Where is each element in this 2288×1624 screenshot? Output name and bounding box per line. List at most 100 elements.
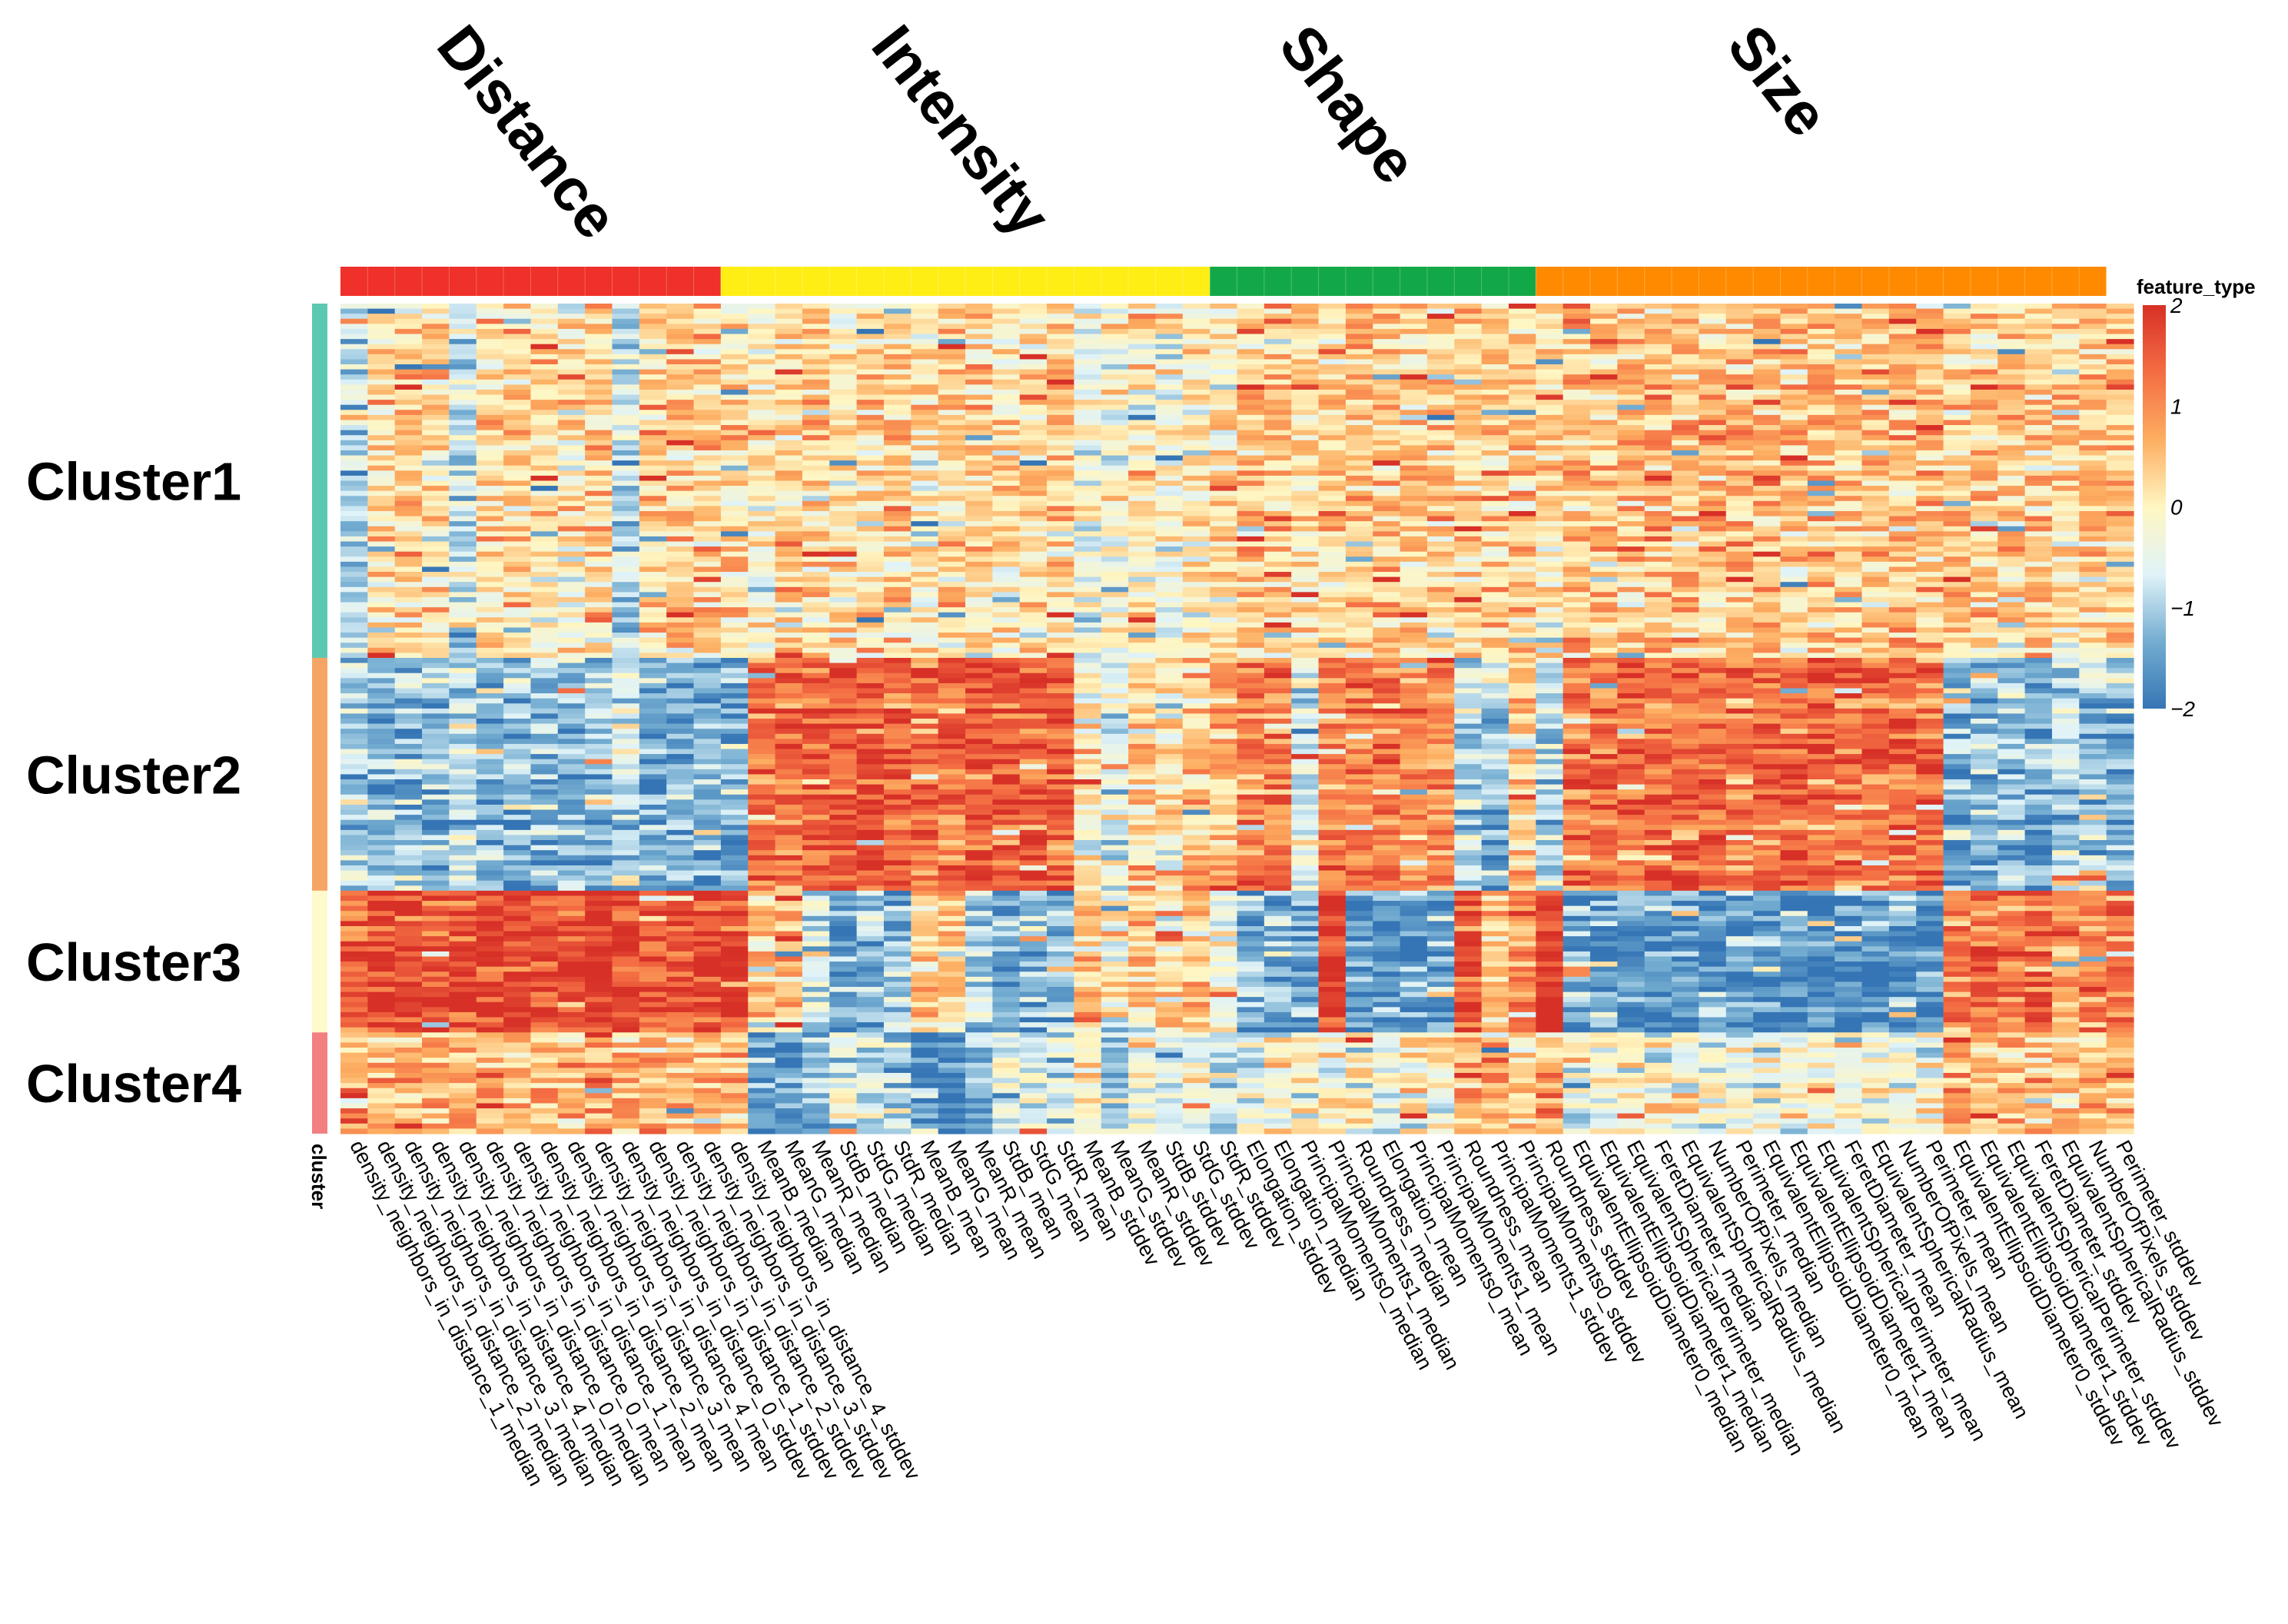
heatmap-cell — [1264, 344, 1292, 350]
heatmap-cell — [1861, 465, 1890, 471]
heatmap-cell — [1074, 344, 1102, 350]
heatmap-cell — [1426, 596, 1455, 603]
heatmap-cell — [1426, 379, 1455, 385]
heatmap-cell — [1562, 410, 1591, 416]
heatmap-cell — [422, 536, 450, 543]
heatmap-cell — [1807, 673, 1835, 679]
heatmap-cell — [1780, 490, 1808, 496]
heatmap-cell — [720, 551, 749, 557]
heatmap-cell — [1155, 622, 1184, 629]
heatmap-cell — [503, 445, 532, 451]
heatmap-cell — [666, 430, 695, 436]
heatmap-cell — [1916, 359, 1944, 365]
heatmap-cell — [1426, 633, 1455, 639]
heatmap-cell — [1400, 425, 1428, 431]
heatmap-cell — [1835, 420, 1863, 426]
heatmap-cell — [2106, 480, 2134, 487]
heatmap-cell — [1047, 400, 1075, 406]
heatmap-cell — [1644, 410, 1672, 416]
heatmap-cell — [2024, 602, 2053, 608]
heatmap-cell — [1536, 344, 1564, 350]
heatmap-cell — [1861, 612, 1890, 618]
heatmap-cell — [1644, 490, 1672, 496]
heatmap-cell — [1617, 486, 1645, 492]
heatmap-cell — [1835, 328, 1863, 335]
heatmap-cell — [557, 394, 586, 400]
heatmap-cell — [1074, 556, 1102, 563]
heatmap-cell — [720, 637, 749, 643]
heatmap-cell — [1617, 673, 1645, 679]
heatmap-cell — [1725, 414, 1754, 421]
heatmap-cell — [1101, 673, 1129, 679]
heatmap-cell — [503, 369, 532, 375]
heatmap-cell — [1916, 612, 1944, 618]
heatmap-cell — [476, 572, 504, 578]
heatmap-cell — [2106, 500, 2134, 507]
heatmap-cell — [938, 425, 966, 431]
heatmap-cell — [1835, 546, 1863, 553]
heatmap-cell — [394, 486, 423, 492]
heatmap-cell — [1562, 404, 1591, 410]
heatmap-cell — [1997, 480, 2026, 487]
heatmap-cell — [802, 314, 830, 320]
heatmap-cell — [1155, 607, 1184, 613]
heatmap-cell — [1699, 414, 1727, 421]
heatmap-cell — [2024, 566, 2053, 573]
heatmap-cell — [1210, 314, 1238, 320]
heatmap-cell — [1291, 668, 1320, 674]
heatmap-cell — [1426, 541, 1455, 547]
heatmap-cell — [503, 586, 532, 593]
heatmap-cell — [1101, 653, 1129, 659]
heatmap-cell — [911, 633, 939, 639]
heatmap-cell — [557, 612, 586, 618]
heatmap-cell — [1699, 506, 1727, 512]
heatmap-cell — [938, 607, 966, 613]
heatmap-cell — [1807, 389, 1835, 396]
heatmap-cell — [1617, 617, 1645, 623]
heatmap-cell — [1373, 379, 1401, 385]
heatmap-cell — [1943, 455, 1971, 461]
heatmap-cell — [449, 500, 477, 507]
heatmap-cell — [856, 521, 885, 527]
heatmap-cell — [856, 374, 885, 380]
heatmap-cell — [829, 450, 858, 457]
heatmap-cell — [1291, 607, 1320, 613]
heatmap-cell — [503, 596, 532, 603]
heatmap-cell — [1400, 470, 1428, 477]
heatmap-cell — [1426, 500, 1455, 507]
heatmap-cell — [2024, 536, 2053, 543]
heatmap-cell — [1807, 566, 1835, 573]
heatmap-cell — [1074, 490, 1102, 496]
heatmap-cell — [1861, 480, 1890, 487]
heatmap-cell — [1617, 354, 1645, 360]
heatmap-cell — [1672, 500, 1700, 507]
heatmap-cell — [1888, 354, 1917, 360]
heatmap-cell — [1672, 480, 1700, 487]
heatmap-cell — [883, 414, 912, 421]
heatmap-cell — [2106, 328, 2134, 335]
heatmap-cell — [829, 349, 858, 355]
heatmap-cell — [1835, 622, 1863, 629]
heatmap-cell — [1264, 576, 1292, 583]
heatmap-cell — [1997, 475, 2026, 482]
heatmap-cell — [965, 334, 993, 340]
heatmap-cell — [2106, 546, 2134, 553]
heatmap-cell — [1562, 369, 1591, 375]
heatmap-cell — [1725, 622, 1754, 629]
heatmap-cell — [1481, 339, 1509, 345]
heatmap-cell — [1019, 653, 1048, 659]
heatmap-cell — [965, 490, 993, 496]
heatmap-cell — [2024, 435, 2053, 441]
heatmap-cell — [1562, 490, 1591, 496]
heatmap-cell — [394, 541, 423, 547]
heatmap-cell — [1536, 359, 1564, 365]
heatmap-cell — [612, 404, 640, 410]
heatmap-cell — [775, 531, 803, 537]
heatmap-cell — [666, 339, 695, 345]
heatmap-cell — [449, 576, 477, 583]
heatmap-cell — [1101, 612, 1129, 618]
heatmap-cell — [1753, 324, 1782, 330]
heatmap-cell — [1128, 586, 1157, 593]
heatmap-cell — [1916, 389, 1944, 396]
heatmap-cell — [1997, 414, 2026, 421]
